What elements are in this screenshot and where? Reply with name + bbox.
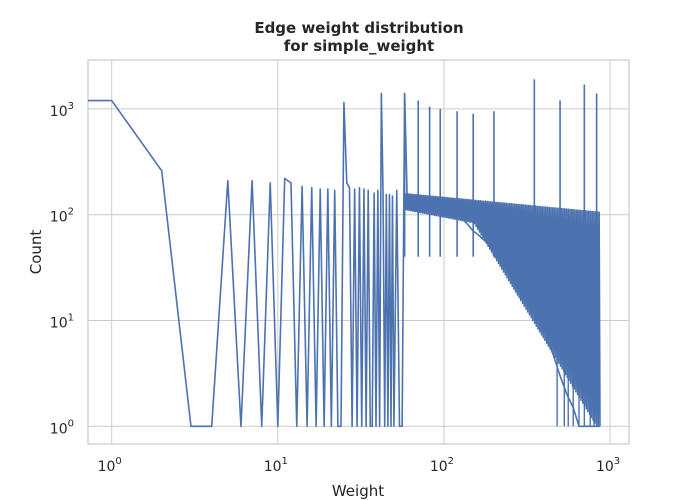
- y-axis-label: Count: [27, 230, 45, 275]
- series-oscillation-band: [403, 192, 601, 428]
- series-layer: [88, 79, 601, 428]
- chart-title-line-2: for simple_weight: [284, 37, 434, 55]
- y-tick-label: 102: [50, 207, 74, 226]
- x-axis-label: Weight: [332, 482, 384, 500]
- x-tick-label: 100: [98, 456, 122, 475]
- plot-frame: [87, 59, 630, 445]
- y-tick-label: 103: [50, 101, 74, 120]
- x-tick-label: 102: [430, 456, 454, 475]
- chart-title-line-1: Edge weight distribution: [254, 19, 463, 37]
- x-tick-label: 101: [264, 456, 288, 475]
- x-tick-label: 103: [596, 456, 620, 475]
- y-tick-label: 100: [50, 418, 74, 437]
- y-tick-label: 101: [50, 312, 74, 331]
- y-tick-labels: 100 101 102 103: [50, 101, 74, 437]
- x-tick-labels: 100 101 102 103: [98, 456, 621, 475]
